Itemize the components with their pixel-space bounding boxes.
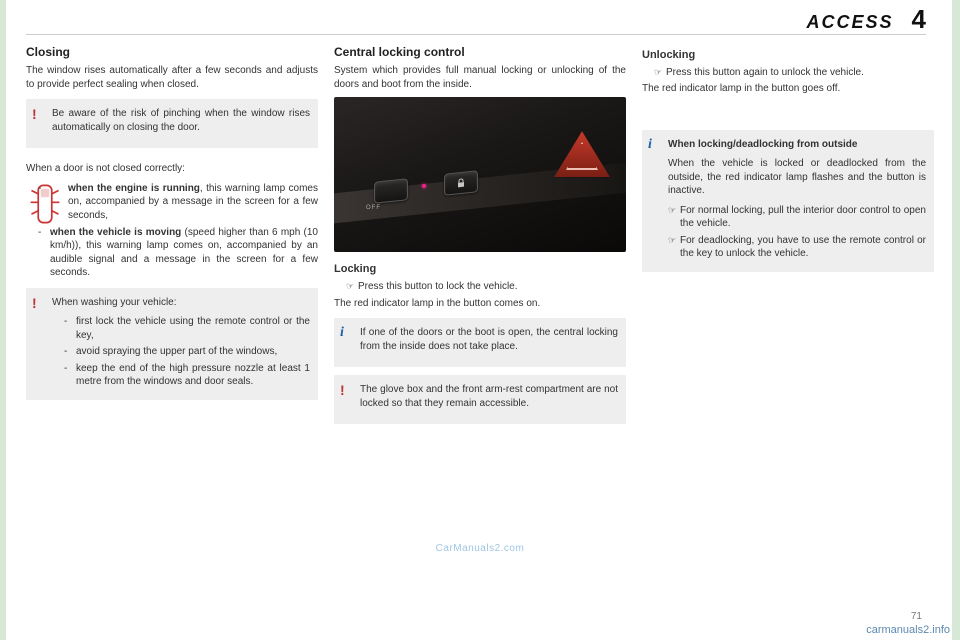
right-accent-bar (952, 0, 960, 640)
dashboard-photo: OFF (334, 97, 626, 252)
warning-glovebox-text: The glove box and the front arm-rest com… (360, 383, 618, 410)
info-deadlocking: i When locking/deadlocking from outside … (642, 130, 934, 272)
warning-glovebox: ! The glove box and the front arm-rest c… (334, 375, 626, 424)
header-title: ACCESS (807, 12, 894, 33)
hazard-button (554, 131, 610, 177)
door-open-list-2: when the vehicle is moving (speed higher… (26, 226, 318, 280)
door-open-item-moving: when the vehicle is moving (speed higher… (38, 226, 318, 280)
closing-heading: Closing (26, 44, 318, 60)
page-header: ACCESS 4 (807, 4, 926, 35)
door-open-list: when the engine is running, this warning… (26, 182, 318, 223)
info-door-open: i If one of the doors or the boot is ope… (334, 318, 626, 367)
locking-instruction: Press this button to lock the vehicle. (346, 280, 626, 294)
column-3: Unlocking Press this button again to unl… (642, 44, 934, 432)
unlocking-instruction: Press this button again to unlock the ve… (654, 66, 934, 80)
off-label: OFF (366, 204, 381, 212)
button-lock (444, 170, 478, 196)
column-1: Closing The window rises automatically a… (26, 44, 318, 432)
warning-icon: ! (32, 294, 37, 313)
warning-icon: ! (32, 105, 37, 124)
locking-indicator-text: The red indicator lamp in the button com… (334, 297, 626, 311)
info-door-open-text: If one of the doors or the boot is open,… (360, 326, 618, 353)
unlocking-list: Press this button again to unlock the ve… (642, 66, 934, 80)
washing-item-3: keep the end of the high pressure nozzle… (64, 362, 310, 389)
unlocking-indicator-text: The red indicator lamp in the button goe… (642, 82, 934, 96)
left-accent-bar (0, 0, 6, 640)
info-deadlocking-text: When the vehicle is locked or deadlocked… (668, 157, 926, 198)
washing-item-1: first lock the vehicle using the remote … (64, 315, 310, 342)
warning-icon: ! (340, 381, 345, 400)
info-deadlocking-list: For normal locking, pull the interior do… (668, 204, 926, 261)
washing-item-2: avoid spraying the upper part of the win… (64, 345, 310, 359)
washing-list: first lock the vehicle using the remote … (52, 315, 310, 389)
locking-heading: Locking (334, 262, 626, 277)
chapter-number: 4 (912, 4, 926, 35)
columns: Closing The window rises automatically a… (26, 44, 934, 432)
column-2: Central locking control System which pro… (334, 44, 626, 432)
door-not-closed-intro: When a door is not closed correctly: (26, 162, 318, 176)
door-open-block: when the engine is running, this warning… (26, 182, 318, 280)
button-off (374, 178, 408, 204)
page: ACCESS 4 Closing The window rises automa… (0, 0, 960, 640)
vehicle-moving-bold: when the vehicle is moving (50, 227, 181, 238)
warning-pinching: ! Be aware of the risk of pinching when … (26, 99, 318, 148)
door-open-item-engine: when the engine is running, this warning… (38, 182, 318, 223)
central-locking-heading: Central locking control (334, 44, 626, 60)
washing-intro: When washing your vehicle: (52, 296, 310, 310)
page-number: 71 (911, 611, 922, 622)
closing-text: The window rises automatically after a f… (26, 64, 318, 91)
engine-running-bold: when the engine is running (68, 183, 200, 194)
header-rule (26, 34, 926, 35)
warning-pinching-text: Be aware of the risk of pinching when th… (52, 107, 310, 134)
info-deadlocking-heading: When locking/deadlocking from outside (668, 138, 926, 152)
info-deadlocking-item-1: For normal locking, pull the interior do… (668, 204, 926, 231)
unlocking-heading: Unlocking (642, 48, 934, 63)
info-icon: i (648, 136, 652, 155)
warning-washing: ! When washing your vehicle: first lock … (26, 288, 318, 400)
info-icon: i (340, 324, 344, 343)
footer-url: carmanuals2.info (866, 624, 950, 636)
info-deadlocking-item-2: For deadlocking, you have to use the rem… (668, 234, 926, 261)
watermark: CarManuals2.com (436, 543, 525, 554)
locking-list: Press this button to lock the vehicle. (334, 280, 626, 294)
central-locking-text: System which provides full manual lockin… (334, 64, 626, 91)
